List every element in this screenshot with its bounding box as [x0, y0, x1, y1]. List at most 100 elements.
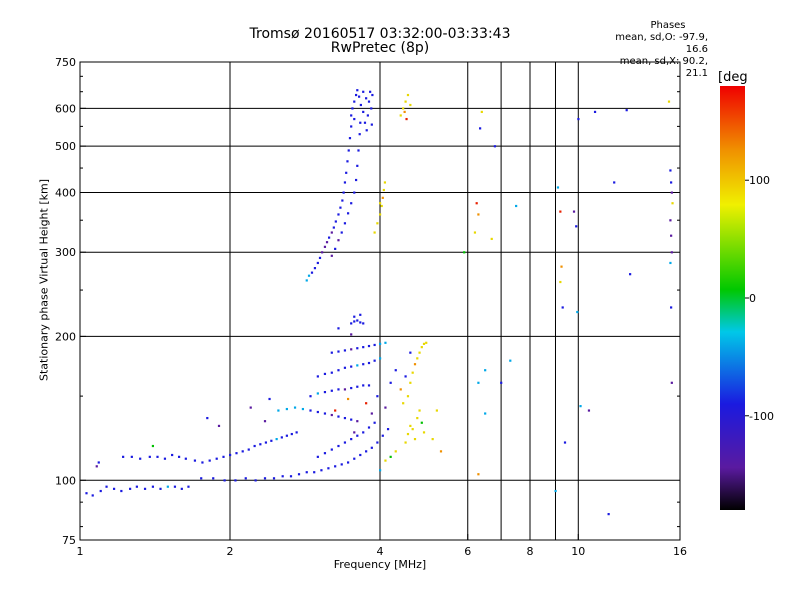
data-point — [120, 489, 123, 493]
data-point — [554, 489, 557, 493]
data-point — [362, 346, 365, 349]
data-point — [358, 133, 361, 136]
data-point — [480, 110, 483, 114]
data-point — [184, 457, 187, 460]
data-point — [316, 410, 319, 414]
data-point — [367, 344, 371, 348]
data-point — [357, 149, 360, 152]
data-point — [330, 371, 333, 374]
data-point — [367, 426, 371, 429]
data-point — [384, 341, 387, 344]
data-point — [356, 385, 359, 388]
data-point — [373, 359, 376, 362]
data-point — [85, 492, 88, 495]
data-point — [409, 351, 412, 354]
data-point — [381, 196, 384, 199]
data-point — [389, 381, 392, 384]
data-point — [327, 467, 330, 470]
x-tick-label: 4 — [377, 545, 384, 558]
data-point — [425, 341, 428, 344]
data-point — [177, 455, 181, 458]
data-point — [346, 461, 350, 464]
data-point — [560, 265, 563, 268]
data-point — [212, 477, 215, 480]
data-point — [337, 369, 340, 372]
data-point — [359, 313, 362, 316]
data-point — [350, 365, 353, 368]
data-point — [399, 114, 402, 117]
data-point — [330, 413, 333, 417]
data-point — [334, 409, 337, 412]
data-point — [318, 256, 322, 260]
data-point — [330, 351, 333, 354]
data-point — [122, 455, 125, 458]
data-point — [247, 448, 250, 451]
data-point — [367, 384, 371, 387]
data-point — [559, 280, 562, 284]
data-point — [353, 100, 356, 103]
y-tick-label: 400 — [55, 186, 76, 199]
data-point — [369, 90, 372, 93]
data-point — [206, 416, 209, 420]
data-point — [353, 431, 356, 434]
data-point — [418, 409, 421, 412]
data-point — [91, 494, 94, 497]
data-point — [406, 432, 410, 436]
data-point — [365, 97, 368, 100]
data-point — [354, 93, 358, 97]
colorbar-tick-label: 0 — [749, 292, 756, 305]
data-point — [301, 407, 305, 411]
data-point — [200, 477, 203, 480]
data-point — [95, 465, 98, 468]
data-point — [356, 319, 359, 322]
data-point — [263, 420, 267, 423]
data-point — [376, 395, 379, 398]
y-tick-label: 100 — [55, 474, 76, 487]
data-point — [323, 372, 327, 376]
data-point — [223, 479, 226, 482]
data-point — [281, 475, 284, 478]
data-point — [285, 434, 288, 437]
data-point — [373, 421, 376, 424]
data-point — [346, 160, 349, 163]
data-point — [475, 202, 478, 205]
data-point — [409, 424, 412, 428]
data-point — [411, 371, 414, 374]
data-point — [353, 320, 356, 323]
data-point — [350, 418, 353, 421]
data-point — [477, 473, 480, 476]
data-point — [323, 412, 327, 415]
data-point — [477, 213, 480, 216]
data-point — [193, 459, 197, 462]
data-point — [309, 395, 312, 398]
data-point — [669, 219, 672, 222]
data-point — [404, 100, 407, 103]
data-point — [339, 206, 342, 209]
data-point — [309, 409, 312, 412]
data-point — [629, 273, 632, 276]
data-point — [330, 254, 333, 257]
data-point — [463, 251, 466, 254]
data-point — [330, 231, 333, 234]
data-point — [350, 386, 353, 390]
data-point — [222, 455, 225, 458]
data-point — [356, 364, 359, 367]
data-point — [313, 267, 317, 270]
data-point — [376, 222, 379, 225]
data-point — [151, 444, 155, 448]
data-point — [350, 348, 353, 351]
x-tick-label: 16 — [673, 545, 687, 558]
data-point — [244, 477, 247, 480]
data-point — [159, 487, 162, 490]
data-point — [305, 471, 308, 474]
chart-subtitle: RwPretec (8p) — [330, 40, 430, 56]
x-tick-label: 8 — [527, 545, 534, 558]
data-point — [373, 231, 376, 234]
data-point — [379, 469, 382, 472]
data-point — [484, 412, 487, 415]
data-point — [341, 199, 344, 202]
data-point — [148, 455, 151, 458]
data-point — [268, 397, 271, 401]
data-point — [422, 431, 426, 434]
